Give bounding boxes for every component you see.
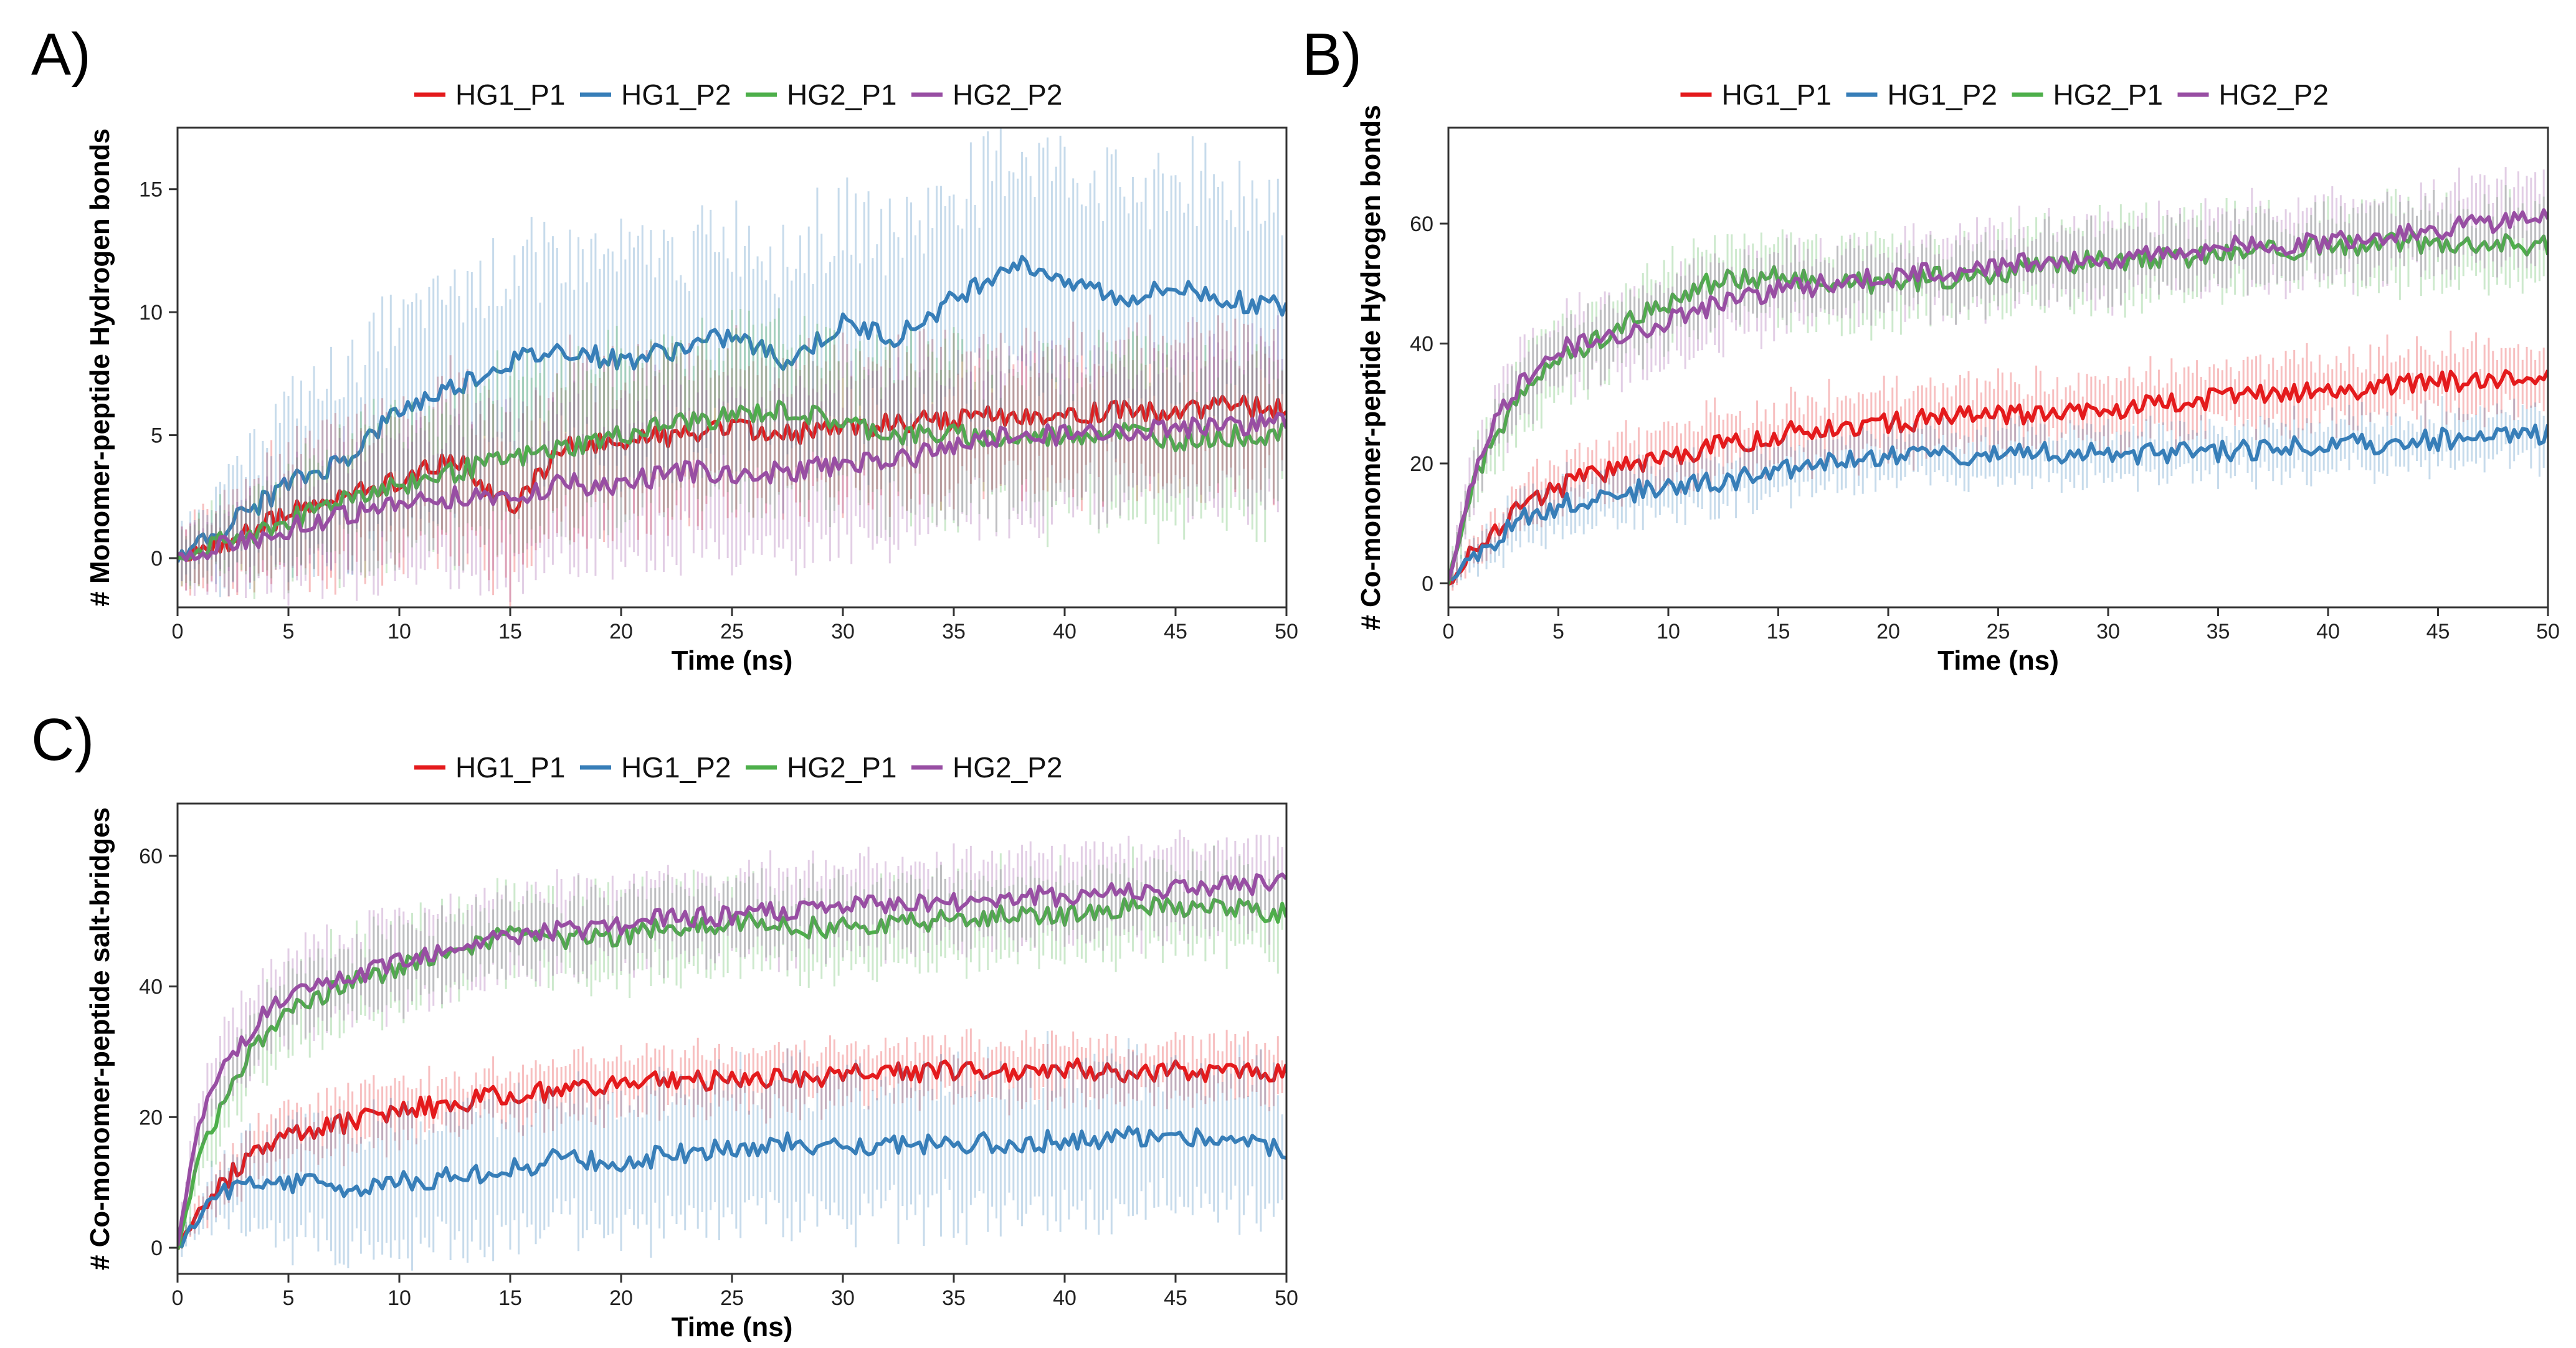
y-tick-label: 5	[151, 424, 163, 448]
x-tick-label: 35	[942, 1286, 966, 1310]
x-axis-title: Time (ns)	[1937, 645, 2059, 676]
y-axis-title: # Monomer-peptide Hydrogen bonds	[85, 128, 115, 607]
panel-label-c: C)	[31, 706, 95, 773]
x-tick-label: 0	[1443, 620, 1455, 643]
y-axis-title: # Co-monomer-peptide Hydrogen bonds	[1356, 105, 1386, 630]
y-tick-label: 60	[1410, 212, 1433, 236]
x-tick-label: 15	[1767, 620, 1790, 643]
x-tick-label: 20	[609, 1286, 633, 1310]
y-tick-label: 15	[139, 178, 163, 202]
x-tick-label: 0	[172, 1286, 184, 1310]
y-tick-label: 20	[1410, 452, 1433, 476]
chart-b: 0 5 10 15 20 25 30 35 40 45 50 0 20 40 60 Time (ns) # Co…	[1356, 78, 2560, 676]
y-tick-label: 40	[1410, 333, 1433, 356]
x-tick-label: 15	[498, 620, 522, 643]
x-tick-label: 50	[2536, 620, 2560, 643]
x-tick-label: 5	[1552, 620, 1564, 643]
x-tick-label: 45	[1164, 1286, 1187, 1310]
legend-label-hg1-p2: HG1_P2	[621, 78, 731, 111]
x-tick-label: 40	[2316, 620, 2340, 643]
chart-c: 0 5 10 15 20 25 30 35 40 45 50 0 20 40 60 Time (ns) # Co…	[85, 751, 1298, 1342]
x-tick-label: 20	[609, 620, 633, 643]
x-tick-label: 30	[831, 620, 855, 643]
x-tick-label: 45	[1164, 620, 1187, 643]
x-tick-label: 50	[1275, 620, 1298, 643]
x-tick-label: 10	[1656, 620, 1680, 643]
y-tick-label: 10	[139, 301, 163, 325]
y-tick-label: 60	[139, 845, 163, 868]
legend-label-hg1-p2: HG1_P2	[621, 751, 731, 784]
legend: HG1_P1 HG1_P2 HG2_P1 HG2_P2	[414, 78, 1062, 111]
x-tick-label: 30	[831, 1286, 855, 1310]
series-line-hg2-p2	[178, 872, 1286, 1246]
y-tick-label: 40	[139, 975, 163, 999]
series-line-hg1-p2	[178, 1125, 1286, 1248]
series-line-hg2-p2	[178, 412, 1286, 562]
x-tick-label: 20	[1876, 620, 1900, 643]
panel-label-a: A)	[31, 21, 91, 88]
x-tick-label: 45	[2426, 620, 2450, 643]
x-tick-label: 0	[172, 620, 184, 643]
y-tick-label: 20	[139, 1106, 163, 1129]
x-tick-label: 30	[2096, 620, 2120, 643]
series-line-hg2-p2	[1448, 208, 2548, 581]
x-tick-label: 25	[1987, 620, 2010, 643]
x-tick-label: 5	[283, 1286, 295, 1310]
series-line-hg1-p2	[178, 255, 1286, 563]
legend: HG1_P1 HG1_P2 HG2_P1 HG2_P2	[1680, 78, 2329, 111]
legend-label-hg2-p1: HG2_P1	[787, 78, 896, 111]
legend-label-hg2-p2: HG2_P2	[953, 78, 1062, 111]
legend-label-hg1-p2: HG1_P2	[1888, 78, 1997, 111]
legend-label-hg2-p1: HG2_P1	[787, 751, 896, 784]
x-tick-label: 25	[720, 1286, 744, 1310]
x-tick-label: 40	[1053, 620, 1077, 643]
x-tick-label: 35	[942, 620, 966, 643]
x-axis-title: Time (ns)	[672, 1312, 793, 1342]
series-line-hg2-p1	[178, 399, 1286, 562]
series-line-hg1-p1	[178, 394, 1286, 562]
legend-label-hg2-p2: HG2_P2	[953, 751, 1062, 784]
legend-label-hg2-p2: HG2_P2	[2219, 78, 2329, 111]
series-line-hg1-p1	[1448, 369, 2548, 586]
legend-label-hg1-p1: HG1_P1	[455, 751, 565, 784]
chart-a: 0 5 10 15 20 25 30 35 40 45 50 0 5 10 15 Time (ns) # Mon…	[85, 78, 1298, 676]
y-tick-label: 0	[1422, 572, 1433, 596]
y-tick-label: 0	[151, 547, 163, 571]
x-tick-label: 25	[720, 620, 744, 643]
legend-label-hg1-p1: HG1_P1	[455, 78, 565, 111]
x-tick-label: 5	[283, 620, 295, 643]
legend: HG1_P1 HG1_P2 HG2_P1 HG2_P2	[414, 751, 1062, 784]
series-line-hg1-p1	[178, 1057, 1286, 1250]
x-tick-label: 10	[387, 1286, 411, 1310]
panel-label-b: B)	[1302, 21, 1362, 88]
plot-area	[1448, 167, 2548, 595]
x-tick-label: 10	[387, 620, 411, 643]
x-tick-label: 50	[1275, 1286, 1298, 1310]
x-axis-title: Time (ns)	[672, 645, 793, 676]
plot-area	[178, 829, 1286, 1271]
legend-label-hg1-p1: HG1_P1	[1722, 78, 1832, 111]
y-axis-title: # Co-monomer-peptide salt-bridges	[85, 807, 115, 1270]
x-tick-label: 35	[2207, 620, 2230, 643]
x-tick-label: 15	[498, 1286, 522, 1310]
y-tick-label: 0	[151, 1236, 163, 1260]
series-line-hg1-p2	[1448, 424, 2548, 582]
plot-area	[178, 128, 1286, 607]
x-tick-label: 40	[1053, 1286, 1077, 1310]
legend-label-hg2-p1: HG2_P1	[2053, 78, 2163, 111]
